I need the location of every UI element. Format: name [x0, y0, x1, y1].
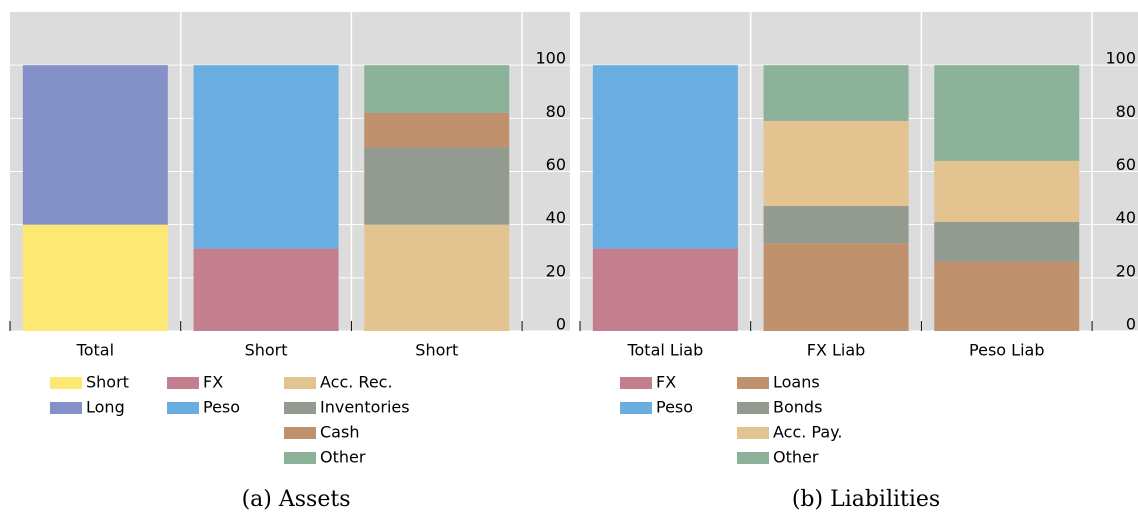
- x-tick-label: Total Liab: [626, 341, 703, 360]
- legend-label: Long: [86, 398, 125, 417]
- legend-swatch: [50, 402, 82, 414]
- legend-label: Bonds: [773, 398, 822, 417]
- y-tick-label: 20: [1116, 261, 1136, 280]
- legend-swatch: [737, 377, 769, 389]
- legend-label: Acc. Pay.: [773, 423, 842, 442]
- legend-swatch: [737, 402, 769, 414]
- bar-segment: [364, 113, 510, 148]
- legend-label: Cash: [320, 423, 359, 442]
- bar-segment: [592, 248, 738, 331]
- caption: (a) Assets: [242, 487, 351, 512]
- legend-swatch: [737, 452, 769, 464]
- x-tick-label: Short: [415, 341, 458, 360]
- legend-swatch: [167, 377, 199, 389]
- x-tick-label: FX Liab: [807, 341, 866, 360]
- caption: (b) Liabilities: [792, 487, 940, 512]
- legend-label: Other: [773, 448, 819, 467]
- legend-label: Peso: [656, 398, 693, 417]
- legend-label: FX: [656, 373, 676, 392]
- legend-label: Other: [320, 448, 366, 467]
- y-tick-label: 60: [1116, 155, 1136, 174]
- legend-swatch: [737, 427, 769, 439]
- y-tick-label: 80: [546, 102, 566, 121]
- bar-segment: [763, 206, 909, 244]
- bar-segment: [934, 261, 1080, 331]
- bar-segment: [22, 224, 168, 331]
- bar-segment: [364, 147, 510, 225]
- bar-segment: [22, 65, 168, 225]
- legend-label: Acc. Rec.: [320, 373, 393, 392]
- y-tick-label: 0: [556, 315, 566, 334]
- legend-swatch: [284, 427, 316, 439]
- x-tick-label: Peso Liab: [969, 341, 1044, 360]
- bar-segment: [364, 224, 510, 331]
- legend-label: Short: [86, 373, 129, 392]
- bar-segment: [934, 222, 1080, 262]
- legend-label: Loans: [773, 373, 820, 392]
- legend-swatch: [284, 377, 316, 389]
- legend-swatch: [284, 452, 316, 464]
- y-tick-label: 20: [546, 261, 566, 280]
- x-tick-label: Total: [76, 341, 114, 360]
- bar-segment: [763, 243, 909, 331]
- legend-swatch: [620, 402, 652, 414]
- y-tick-label: 60: [546, 155, 566, 174]
- bar-segment: [763, 120, 909, 207]
- legend-label: FX: [203, 373, 223, 392]
- bar-segment: [193, 65, 339, 249]
- legend-swatch: [167, 402, 199, 414]
- y-tick-label: 40: [1116, 208, 1136, 227]
- legend-swatch: [620, 377, 652, 389]
- y-tick-label: 0: [1126, 315, 1136, 334]
- legend-swatch: [50, 377, 82, 389]
- bar-segment: [592, 65, 738, 249]
- y-tick-label: 40: [546, 208, 566, 227]
- legend-label: Peso: [203, 398, 240, 417]
- y-tick-label: 80: [1116, 102, 1136, 121]
- x-tick-label: Short: [245, 341, 288, 360]
- bar-segment: [364, 65, 510, 114]
- legend-swatch: [284, 402, 316, 414]
- y-tick-label: 100: [535, 49, 566, 68]
- bar-segment: [934, 160, 1080, 223]
- bar-segment: [763, 65, 909, 121]
- bar-segment: [934, 65, 1080, 161]
- y-tick-label: 100: [1105, 49, 1136, 68]
- legend-label: Inventories: [320, 398, 410, 417]
- bar-segment: [193, 248, 339, 331]
